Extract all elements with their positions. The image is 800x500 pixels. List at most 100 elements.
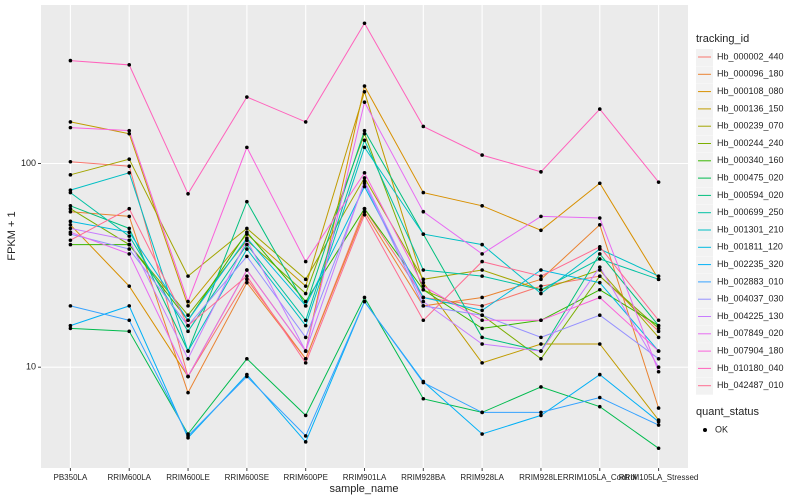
data-point xyxy=(480,268,484,272)
x-tick-label: RRIM928LA xyxy=(460,473,504,482)
data-point xyxy=(362,209,367,214)
data-point xyxy=(480,326,484,331)
data-point xyxy=(303,413,308,418)
data-point xyxy=(127,329,132,334)
y-tick-label: 100 xyxy=(21,158,36,168)
data-point xyxy=(421,304,426,308)
data-point xyxy=(245,254,249,259)
data-point xyxy=(597,295,602,300)
data-point xyxy=(127,128,132,133)
data-point xyxy=(421,280,426,285)
data-point xyxy=(362,128,367,133)
x-tick-label: RRIM928BA xyxy=(401,473,446,482)
legend-label: Hb_007849_020 xyxy=(717,328,784,338)
legend-label: Hb_007904_180 xyxy=(717,345,784,355)
data-point xyxy=(303,335,308,340)
data-point xyxy=(245,95,249,99)
data-point xyxy=(245,277,249,282)
x-tick-label: RRIM105LA_Control xyxy=(563,473,637,482)
data-point xyxy=(480,313,484,318)
data-point xyxy=(421,287,426,292)
data-point xyxy=(127,252,132,256)
data-point xyxy=(303,434,308,438)
data-point xyxy=(68,230,73,235)
data-point xyxy=(362,176,367,180)
data-point xyxy=(421,277,426,282)
data-point xyxy=(480,203,484,208)
data-point xyxy=(480,318,484,323)
data-point xyxy=(127,242,132,247)
data-point xyxy=(597,216,602,220)
data-point xyxy=(362,21,367,26)
data-point xyxy=(597,313,602,318)
data-point xyxy=(68,188,73,192)
data-point xyxy=(362,206,367,211)
legend-label: Hb_001301_210 xyxy=(717,224,784,234)
data-point xyxy=(597,107,602,111)
legend-label: Hb_000244_240 xyxy=(717,138,784,148)
data-point xyxy=(68,125,73,130)
data-point xyxy=(186,304,190,308)
data-point xyxy=(539,349,543,353)
x-tick-label: PB350LA xyxy=(54,473,88,482)
data-point xyxy=(186,434,190,438)
data-point xyxy=(656,365,661,370)
data-point xyxy=(539,268,543,272)
data-point xyxy=(656,406,661,410)
data-point xyxy=(421,190,426,195)
data-point xyxy=(539,277,543,282)
data-point xyxy=(597,223,602,227)
data-point xyxy=(597,404,602,409)
data-point xyxy=(539,214,543,219)
data-point xyxy=(303,277,308,282)
data-point xyxy=(656,446,661,451)
data-point xyxy=(303,356,308,361)
x-tick-label: RRIM600PE xyxy=(283,473,327,482)
data-point xyxy=(539,413,543,418)
data-point xyxy=(539,342,543,346)
data-point xyxy=(597,287,602,292)
data-point xyxy=(362,179,367,183)
x-tick-label: RRIM600SE xyxy=(225,473,269,482)
legend-label: Hb_002883_010 xyxy=(717,276,784,286)
data-point xyxy=(303,304,308,308)
data-point xyxy=(68,206,73,211)
x-axis-title: sample_name xyxy=(329,483,398,495)
legend-title: tracking_id xyxy=(696,33,749,45)
data-point xyxy=(186,349,190,353)
x-tick-label: RRIM105LA_Stressed xyxy=(619,473,699,482)
data-point xyxy=(245,274,249,278)
data-point xyxy=(127,131,132,136)
data-point xyxy=(68,223,73,227)
data-point xyxy=(480,242,484,247)
data-point xyxy=(480,410,484,415)
legend-label: Hb_004225_130 xyxy=(717,311,784,321)
data-point xyxy=(362,184,367,189)
data-point xyxy=(656,349,661,353)
data-point xyxy=(303,291,308,296)
data-point xyxy=(480,259,484,264)
data-point xyxy=(245,280,249,285)
data-point xyxy=(480,342,484,346)
data-point xyxy=(245,199,249,204)
data-point xyxy=(421,299,426,304)
data-point xyxy=(362,84,367,88)
data-point xyxy=(68,226,73,231)
data-point xyxy=(68,326,73,331)
x-tick-label: RRIM600LE xyxy=(166,473,210,482)
data-point xyxy=(245,247,249,251)
data-point xyxy=(186,329,190,334)
data-point xyxy=(127,206,132,211)
data-point xyxy=(186,274,190,278)
data-point xyxy=(421,268,426,272)
data-point xyxy=(303,284,308,288)
data-point xyxy=(245,145,249,150)
x-tick-label: RRIM901LA xyxy=(343,473,387,482)
series-layer xyxy=(68,21,661,451)
data-point xyxy=(303,361,308,365)
data-point xyxy=(127,238,132,243)
legend-label: Hb_000002_440 xyxy=(717,51,784,61)
data-point xyxy=(362,145,367,150)
data-point xyxy=(68,219,73,224)
data-point xyxy=(245,238,249,243)
